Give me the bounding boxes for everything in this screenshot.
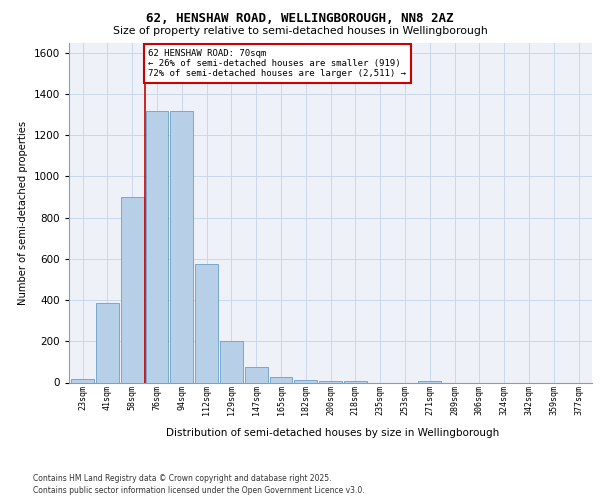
Bar xyxy=(195,264,218,382)
Text: 62, HENSHAW ROAD, WELLINGBOROUGH, NN8 2AZ: 62, HENSHAW ROAD, WELLINGBOROUGH, NN8 2A… xyxy=(146,12,454,26)
Text: Size of property relative to semi-detached houses in Wellingborough: Size of property relative to semi-detach… xyxy=(113,26,487,36)
Bar xyxy=(269,378,292,382)
Bar xyxy=(121,197,143,382)
Bar xyxy=(295,380,317,382)
Bar xyxy=(319,381,342,382)
Text: 62 HENSHAW ROAD: 70sqm
← 26% of semi-detached houses are smaller (919)
72% of se: 62 HENSHAW ROAD: 70sqm ← 26% of semi-det… xyxy=(148,48,406,78)
Bar xyxy=(418,381,441,382)
Bar xyxy=(146,110,169,382)
Bar xyxy=(170,110,193,382)
Text: Distribution of semi-detached houses by size in Wellingborough: Distribution of semi-detached houses by … xyxy=(166,428,500,438)
Bar xyxy=(96,303,119,382)
Bar xyxy=(245,367,268,382)
Bar xyxy=(71,380,94,382)
Text: Contains HM Land Registry data © Crown copyright and database right 2025.
Contai: Contains HM Land Registry data © Crown c… xyxy=(33,474,365,495)
Y-axis label: Number of semi-detached properties: Number of semi-detached properties xyxy=(18,120,28,304)
Bar xyxy=(220,342,243,382)
